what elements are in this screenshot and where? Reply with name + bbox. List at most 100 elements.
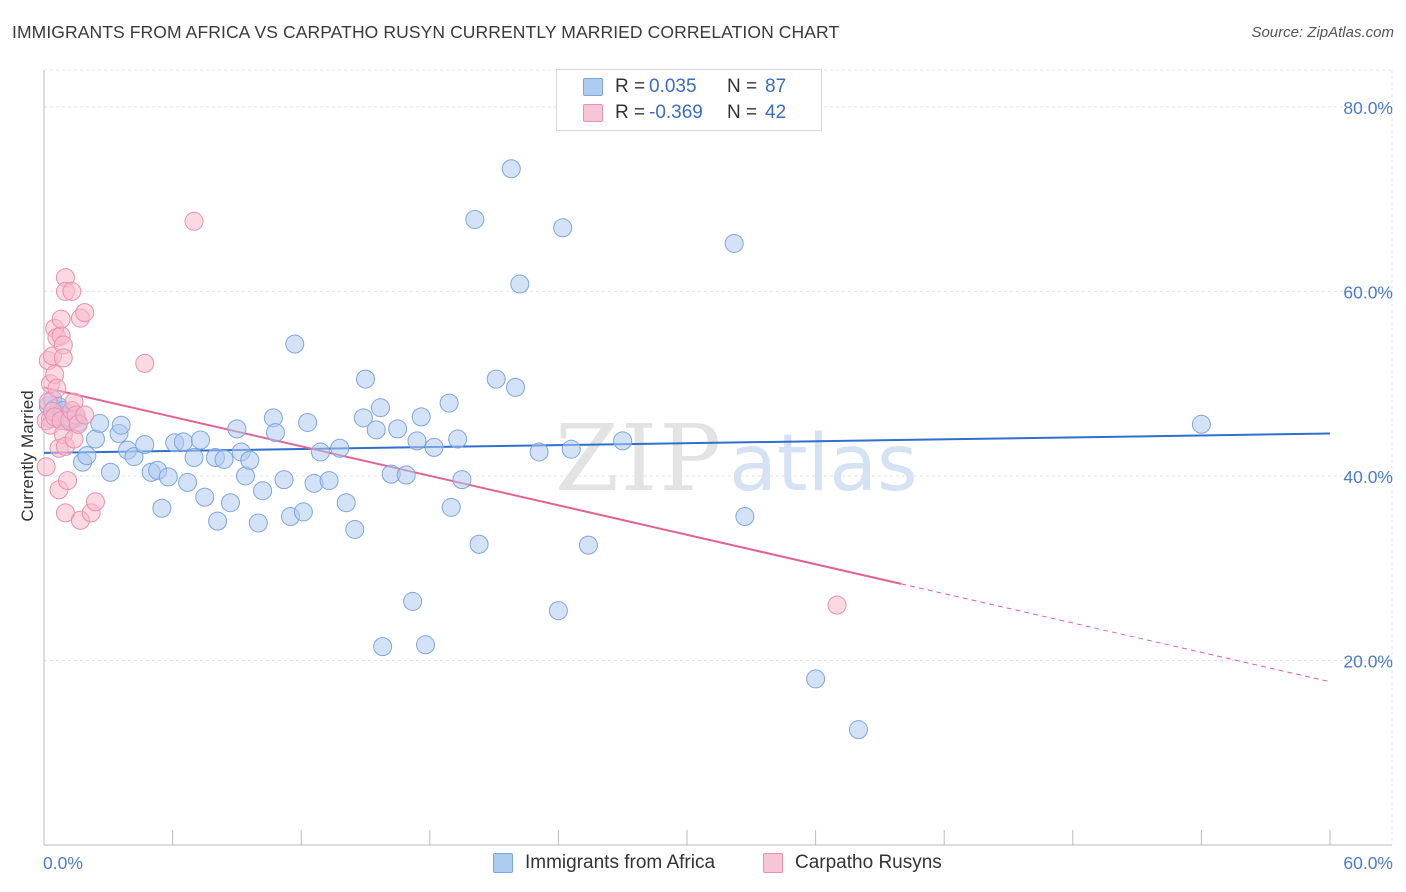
point-africa (366, 420, 386, 440)
point-africa (195, 487, 215, 507)
point-africa (190, 430, 210, 450)
point-africa (214, 449, 234, 469)
legend-swatch-africa (583, 78, 603, 96)
point-africa (848, 720, 868, 740)
point-africa (135, 435, 155, 455)
legend-r-label: R = (615, 102, 646, 123)
series-swatch-rusyn (763, 853, 783, 873)
point-africa (285, 334, 305, 354)
point-africa (561, 439, 581, 459)
point-africa (501, 159, 521, 179)
legend-row-rusyn: R = -0.369 N = 42 (583, 100, 786, 126)
point-africa (1191, 414, 1211, 434)
point-africa (724, 233, 744, 253)
point-africa (411, 407, 431, 427)
x-tick-label: 0.0% (43, 853, 83, 873)
trend-line-rusyn (43, 386, 902, 585)
point-africa (124, 447, 144, 467)
point-africa (506, 377, 526, 397)
point-africa (274, 470, 294, 490)
point-africa (100, 462, 120, 482)
point-africa (388, 419, 408, 439)
series-legend: Immigrants from Africa Carpatho Rusyns (0, 852, 1406, 878)
y-tick-label: 60.0% (1343, 282, 1393, 302)
point-africa (578, 535, 598, 555)
point-africa (510, 274, 530, 294)
point-africa (486, 369, 506, 389)
legend-row-africa: R = 0.035 N = 87 (583, 74, 786, 100)
point-rusyn (62, 281, 82, 301)
point-africa (235, 466, 255, 486)
y-tick-label: 20.0% (1343, 651, 1393, 671)
point-africa (469, 534, 489, 554)
point-africa (227, 419, 247, 439)
point-africa (356, 369, 375, 389)
trend-lines (43, 386, 1331, 683)
point-africa (265, 423, 285, 443)
tick-labels: 20.0% 40.0% 60.0% 80.0% 0.0% 60.0% (43, 98, 1393, 873)
point-africa (806, 669, 826, 689)
series-name-africa: Immigrants from Africa (525, 852, 716, 873)
point-africa (553, 218, 573, 238)
point-africa (407, 431, 427, 451)
point-africa (416, 635, 436, 655)
series-swatch-africa (493, 853, 513, 873)
point-africa (248, 513, 268, 533)
point-africa (548, 601, 568, 621)
point-africa (208, 511, 228, 531)
y-tick-label: 40.0% (1343, 467, 1393, 487)
point-rusyn (75, 303, 95, 323)
point-africa (173, 432, 193, 452)
legend-n-label: N = (727, 76, 758, 97)
point-rusyn (51, 309, 71, 329)
point-africa (111, 415, 131, 435)
point-africa (184, 448, 204, 467)
x-tick-label: 60.0% (1343, 853, 1393, 873)
point-africa (220, 493, 240, 513)
point-rusyn (75, 405, 95, 425)
point-africa (396, 465, 416, 485)
y-axis-label: Currently Married (18, 390, 37, 521)
point-africa (152, 498, 172, 518)
point-africa (465, 209, 485, 229)
point-africa (345, 519, 365, 539)
data-points (36, 78, 1211, 740)
point-africa (240, 450, 260, 470)
point-africa (158, 467, 178, 487)
series-name-rusyn: Carpatho Rusyns (795, 852, 942, 873)
point-africa (293, 502, 313, 522)
legend-r-label: R = (615, 76, 646, 97)
point-africa (529, 442, 549, 462)
series-legend-africa[interactable]: Immigrants from Africa (493, 852, 715, 874)
point-africa (178, 472, 198, 492)
point-africa (439, 393, 459, 413)
point-africa (85, 429, 105, 449)
correlation-legend: R = 0.035 N = 87 R = -0.369 N = 42 (556, 69, 822, 131)
point-rusyn (58, 471, 78, 491)
point-africa (441, 497, 461, 517)
legend-r-value: 0.035 (649, 76, 697, 97)
series-legend-rusyn[interactable]: Carpatho Rusyns (763, 852, 942, 874)
point-rusyn (53, 348, 73, 368)
legend-swatch-rusyn (583, 104, 603, 122)
point-africa (253, 481, 273, 501)
y-tick-label: 80.0% (1343, 98, 1393, 118)
trend-line-rusyn-projection (901, 583, 1331, 683)
point-africa (77, 446, 97, 466)
source-credit: Source: ZipAtlas.com (1251, 24, 1394, 41)
point-africa (298, 412, 318, 432)
point-africa (613, 431, 633, 451)
point-africa (373, 637, 393, 657)
point-rusyn (827, 595, 847, 615)
point-africa (310, 442, 330, 462)
point-africa (319, 471, 339, 491)
point-rusyn (47, 378, 67, 398)
point-africa (452, 470, 472, 490)
point-africa (90, 413, 110, 433)
chart-title: IMMIGRANTS FROM AFRICA VS CARPATHO RUSYN… (12, 22, 840, 42)
point-africa (735, 507, 755, 527)
point-rusyn (184, 211, 204, 231)
legend-n-value: 42 (765, 102, 787, 123)
point-africa (448, 429, 468, 449)
